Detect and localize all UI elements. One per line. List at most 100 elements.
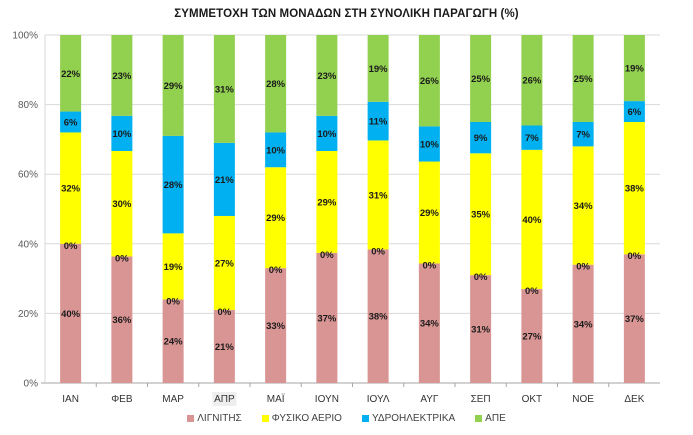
data-label: 6% <box>64 118 78 129</box>
bar-segment <box>521 149 543 290</box>
data-label: 10% <box>420 139 440 150</box>
x-category-label: ΜΑΪ <box>267 393 285 405</box>
data-label: 27% <box>215 258 235 269</box>
y-tick-label: 60% <box>18 170 38 181</box>
category-highlight <box>212 392 237 406</box>
gridlines <box>41 34 660 384</box>
bar-segment <box>111 35 133 116</box>
bar-segment <box>213 35 235 143</box>
data-label: 29% <box>317 197 337 208</box>
data-label: 37% <box>625 314 645 325</box>
zero-data-label: 0% <box>64 241 78 252</box>
data-label: 29% <box>420 208 440 219</box>
data-label: 37% <box>317 313 337 324</box>
legend-label: ΥΔΡΟΗΛΕΚΤΡΙΚΑ <box>371 413 456 424</box>
bar-segment <box>60 243 82 383</box>
legend-item: ΛΙΓΝΙΤΗΣ <box>187 413 242 424</box>
data-label: 28% <box>164 180 184 191</box>
bar-segment <box>111 256 133 383</box>
data-label: 29% <box>164 81 184 92</box>
legend-item: ΦΥΣΙΚΟ ΑΕΡΙΟ <box>261 413 342 424</box>
y-axis-ticks: 0% 20% 40% 60% 80% 100% <box>12 31 38 390</box>
data-label: 11% <box>369 117 388 128</box>
data-label: 10% <box>112 129 132 140</box>
bar-segment <box>470 153 492 276</box>
bar-segment <box>367 140 389 250</box>
bar-segment <box>623 35 645 102</box>
bar-segment <box>265 167 287 269</box>
data-label: 10% <box>266 145 286 156</box>
data-label: 21% <box>215 175 235 186</box>
zero-data-label: 0% <box>525 286 539 297</box>
x-category-label: ΝΟΕ <box>572 394 594 405</box>
bar-segment <box>572 264 594 383</box>
zero-data-label: 0% <box>371 246 385 257</box>
data-label: 7% <box>525 133 539 144</box>
bar-segment <box>265 268 287 383</box>
x-axis: ΙΑΝ ΦΕΒ ΜΑΡ ΑΠΡ ΜΑΪ ΙΟΥΝ ΙΟΥΛ ΑΥΓ ΣΕΠ ΟΚΤ ΝΟΕ ΔΕΚ <box>62 383 645 406</box>
bar-segment <box>470 275 492 383</box>
bar-segment <box>418 161 440 264</box>
x-category-label: ΙΑΝ <box>62 394 79 405</box>
bar-segment <box>213 142 235 216</box>
data-label: 35% <box>471 210 491 221</box>
bar-segment <box>111 151 133 257</box>
data-label: 28% <box>266 79 286 90</box>
bar-segment <box>162 135 184 234</box>
data-label: 40% <box>61 309 81 320</box>
zero-data-label: 0% <box>628 251 642 262</box>
data-label: 27% <box>522 332 542 343</box>
bar-segment <box>572 35 594 122</box>
legend-swatch <box>187 415 195 422</box>
legend-label: ΛΙΓΝΙΤΗΣ <box>197 413 242 424</box>
x-category-label: ΜΑΡ <box>162 394 184 405</box>
x-category-label: ΔΕΚ <box>624 394 644 405</box>
legend-label: ΑΠΕ <box>485 413 506 424</box>
x-category-label: ΙΟΥΝ <box>315 394 339 405</box>
data-label: 24% <box>164 337 184 348</box>
bar-segment <box>470 122 492 154</box>
bar-segment <box>521 35 543 126</box>
legend-swatch <box>361 415 369 422</box>
bar-segment <box>162 35 184 136</box>
data-label: 19% <box>369 64 389 75</box>
y-tick-label: 80% <box>18 100 38 111</box>
legend-swatch <box>261 415 269 422</box>
data-label: 25% <box>471 74 491 85</box>
bar-segment <box>213 215 235 310</box>
bar-segment <box>162 233 184 300</box>
bar-segment <box>470 35 492 122</box>
data-label: 21% <box>215 342 235 353</box>
legend-item: ΥΔΡΟΗΛΕΚΤΡΙΚΑ <box>361 413 456 424</box>
bar-segment <box>367 101 389 141</box>
bar-segment <box>316 115 338 151</box>
bar-segment <box>521 125 543 150</box>
data-label: 23% <box>112 71 132 82</box>
data-label: 34% <box>574 319 594 330</box>
legend-item: ΑΠΕ <box>475 413 506 424</box>
y-tick-label: 100% <box>12 31 38 42</box>
zero-data-label: 0% <box>218 307 232 318</box>
bar-segment <box>60 111 82 133</box>
zero-data-label: 0% <box>320 250 334 261</box>
bar-segment <box>572 146 594 265</box>
bar-segment <box>316 35 338 116</box>
data-label: 29% <box>266 213 286 224</box>
data-label: 30% <box>112 199 132 210</box>
data-label: 32% <box>61 184 81 195</box>
x-category-label: ΑΥΓ <box>420 394 439 405</box>
bar-segment <box>623 254 645 383</box>
data-label: 26% <box>522 76 542 87</box>
bar-segment <box>213 309 235 383</box>
chart-title: ΣΥΜΜΕΤΟΧΗ ΤΩΝ ΜΟΝΑΔΩΝ ΣΤΗ ΣΥΝΟΛΙΚΗ ΠΑΡΑΓ… <box>174 8 519 20</box>
bar-segment <box>162 299 184 383</box>
bar-segment <box>265 35 287 133</box>
x-category-label: ΙΟΥΛ <box>367 394 390 405</box>
data-label: 26% <box>420 76 440 87</box>
data-label: 19% <box>625 64 645 75</box>
legend-swatch <box>475 415 483 422</box>
zero-data-label: 0% <box>423 260 437 271</box>
bar-segment <box>367 35 389 102</box>
legend-label: ΦΥΣΙΚΟ ΑΕΡΙΟ <box>271 413 342 424</box>
zero-data-label: 0% <box>269 265 283 276</box>
